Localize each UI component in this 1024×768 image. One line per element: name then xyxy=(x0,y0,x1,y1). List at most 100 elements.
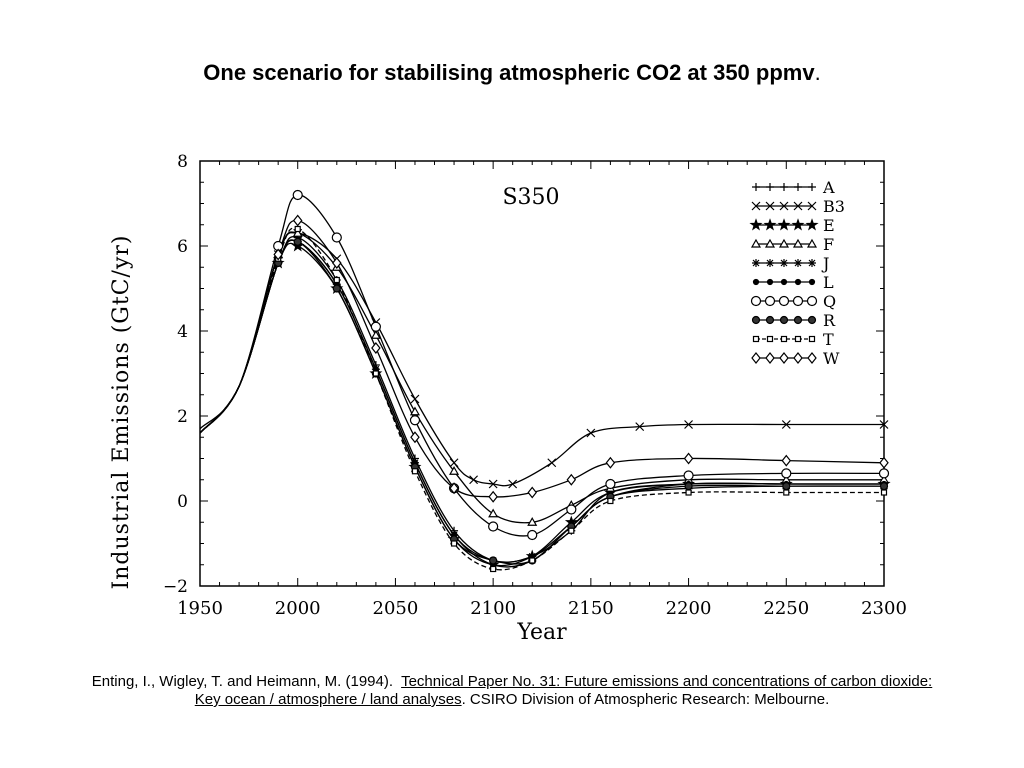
citation: Enting, I., Wigley, T. and Heimann, M. (… xyxy=(90,673,934,709)
series-marker-r xyxy=(879,482,889,491)
legend-marker-t xyxy=(780,335,788,343)
series-marker-t xyxy=(685,489,692,496)
legend-label-l: L xyxy=(823,273,834,292)
legend-marker-f xyxy=(764,238,776,248)
series-line-r xyxy=(199,239,884,565)
series-marker-w xyxy=(292,214,303,227)
series-marker-q xyxy=(527,529,538,541)
series-marker-j xyxy=(528,552,537,561)
y-tick-label: 8 xyxy=(177,152,188,172)
series-marker-b3 xyxy=(469,475,479,485)
series-marker-w xyxy=(410,431,420,444)
legend-marker-e xyxy=(805,218,819,231)
legend-marker-a xyxy=(766,183,774,191)
series-marker-b3 xyxy=(508,479,518,489)
legend-marker-w xyxy=(765,352,775,364)
series-marker-f xyxy=(370,330,381,339)
series-marker-r xyxy=(684,482,693,491)
series-line-t xyxy=(199,227,884,571)
legend-label-f: F xyxy=(823,235,834,254)
legend-marker-a xyxy=(808,183,816,191)
legend-marker-q xyxy=(806,295,818,307)
y-tick-label: 4 xyxy=(177,322,188,342)
series-marker-t xyxy=(490,565,497,573)
series-line-e xyxy=(199,242,884,567)
legend-marker-t xyxy=(766,335,774,343)
series-marker-b3 xyxy=(410,394,420,404)
series-marker-b3 xyxy=(635,422,645,432)
y-tick-label: 2 xyxy=(177,407,188,427)
y-tick-label: 6 xyxy=(177,237,188,257)
series-marker-w xyxy=(332,257,342,269)
series-marker-t xyxy=(372,370,379,377)
series-marker-t xyxy=(411,468,419,475)
x-tick-label: 2050 xyxy=(373,598,419,619)
legend-marker-e xyxy=(749,218,763,231)
legend-marker-b3 xyxy=(807,201,817,211)
series-line-f xyxy=(199,231,884,524)
legend-marker-e xyxy=(791,218,805,231)
series-marker-w xyxy=(488,490,498,503)
series-markers xyxy=(271,189,891,573)
legend-label-w: W xyxy=(823,349,840,368)
legend-marker-b3 xyxy=(779,201,789,211)
legend-marker-f xyxy=(750,238,762,248)
axes: 1950 2000 2050 2100 2150 2200 2250 2300 −2 0 2 4 6 8 xyxy=(163,152,907,619)
y-axis-label: Industrial Emissions (GtC/yr) xyxy=(109,235,134,590)
citation-report-title: Technical Paper No. 31: Future emissions… xyxy=(401,673,933,690)
legend-marker-a xyxy=(794,183,802,191)
legend-marker-r xyxy=(793,315,803,325)
series-marker-f xyxy=(292,228,303,237)
series-marker-b3 xyxy=(488,479,498,489)
legend-marker-f xyxy=(806,238,818,248)
citation-line-2: Key ocean / atmosphere / land analyses. … xyxy=(90,691,934,709)
legend-marker-f xyxy=(792,238,804,248)
series-marker-r xyxy=(332,284,341,293)
series-marker-f xyxy=(409,406,421,416)
legend-marker-b3 xyxy=(793,201,803,211)
legend-marker-b3 xyxy=(765,201,775,211)
series-marker-t xyxy=(880,489,888,496)
legend-marker-w xyxy=(751,352,761,364)
series-marker-f xyxy=(488,508,499,518)
legend-marker-t xyxy=(794,335,802,343)
legend-marker-l xyxy=(794,278,802,286)
series-marker-r xyxy=(489,556,498,565)
legend-marker-r xyxy=(807,315,817,325)
legend-marker-b3 xyxy=(751,201,761,211)
y-tick-label: −2 xyxy=(163,577,188,597)
series-marker-t xyxy=(529,557,536,564)
series-marker-q xyxy=(488,521,499,532)
series-marker-q xyxy=(605,478,616,490)
legend-marker-t xyxy=(752,335,760,343)
legend-label-a: A xyxy=(822,178,835,197)
series-lines xyxy=(199,194,885,571)
legend-marker-e xyxy=(763,218,777,231)
series-marker-w xyxy=(879,456,889,469)
legend-label-b3: B3 xyxy=(823,197,845,216)
series-marker-t xyxy=(568,527,575,534)
legend-label-e: E xyxy=(823,216,835,235)
series-marker-q xyxy=(292,189,303,201)
series-marker-w xyxy=(566,473,577,486)
citation-authors: Enting, I., Wigley, T. and Heimann, M. (… xyxy=(91,673,394,690)
legend-marker-q xyxy=(764,295,776,307)
legend-marker-a xyxy=(752,183,760,191)
legend-label-t: T xyxy=(823,330,834,349)
legend-marker-a xyxy=(780,183,788,191)
series-marker-t xyxy=(450,540,458,547)
x-tick-label: 2200 xyxy=(666,598,712,619)
series-marker-q xyxy=(331,232,342,243)
slide-title-period: . xyxy=(814,60,821,85)
legend-marker-l xyxy=(766,278,774,286)
series-marker-t xyxy=(333,276,340,284)
x-tick-label: 2150 xyxy=(568,598,614,619)
legend-marker-j xyxy=(808,259,816,267)
legend-marker-l xyxy=(780,278,788,286)
legend-marker-j xyxy=(794,259,802,267)
series-marker-w xyxy=(371,342,381,354)
series-marker-q xyxy=(566,504,577,515)
series-line-j xyxy=(199,239,885,563)
legend-marker-j xyxy=(780,259,788,267)
legend-marker-w xyxy=(807,352,817,364)
